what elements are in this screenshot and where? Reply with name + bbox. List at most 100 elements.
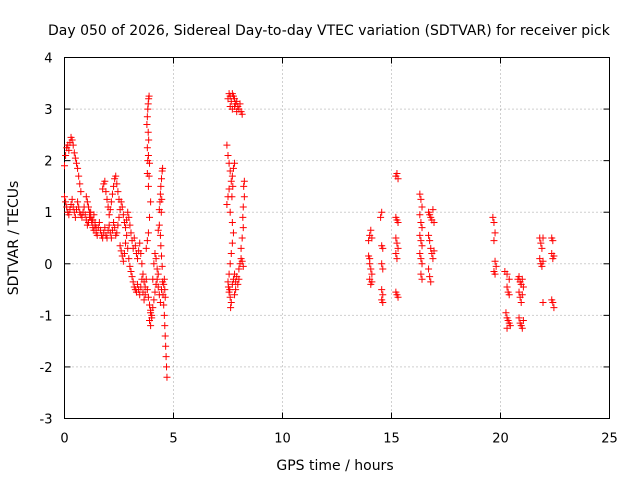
data-point (147, 322, 155, 330)
y-tick-label: 2 (44, 155, 52, 170)
data-point (518, 324, 526, 332)
data-point (239, 224, 247, 232)
data-point (146, 213, 154, 221)
data-point (426, 237, 434, 245)
data-point (368, 278, 376, 286)
data-point (539, 257, 547, 265)
data-point (426, 273, 434, 281)
data-point (392, 234, 400, 242)
data-point (235, 265, 243, 273)
data-point (147, 306, 155, 314)
data-point (153, 265, 161, 273)
data-point (84, 203, 92, 211)
data-point (125, 213, 133, 221)
data-point (226, 286, 234, 294)
data-point (68, 136, 76, 144)
y-tick-label: 3 (44, 103, 52, 118)
data-point (138, 260, 146, 268)
data-point (393, 255, 401, 263)
data-point (159, 164, 167, 172)
data-point (145, 136, 153, 144)
data-point (234, 280, 242, 288)
data-point (150, 296, 158, 304)
data-point (154, 226, 162, 234)
data-point (69, 141, 77, 149)
y-tick-label: 0 (44, 258, 52, 273)
y-tick-labels: -3 -2 -1 0 1 2 3 4 (40, 52, 53, 428)
data-point (227, 249, 235, 257)
x-tick-label: 25 (601, 432, 618, 447)
data-point (126, 262, 134, 270)
data-point (113, 229, 121, 237)
data-point (143, 121, 151, 129)
data-point (417, 195, 425, 203)
data-point (127, 229, 135, 237)
data-point (145, 172, 153, 180)
data-point (95, 219, 103, 227)
data-point (235, 275, 243, 283)
data-point (539, 234, 547, 242)
y-tick-label: 1 (44, 206, 52, 221)
data-point (379, 298, 387, 306)
data-point (62, 151, 70, 159)
plot-frame (64, 57, 610, 419)
data-point (107, 234, 115, 242)
data-point (491, 257, 499, 265)
data-point (134, 255, 142, 263)
data-point (225, 185, 233, 193)
data-point (142, 244, 150, 252)
data-point (115, 213, 123, 221)
data-point (151, 249, 159, 257)
data-point (130, 234, 138, 242)
grid-lines (64, 57, 610, 419)
data-point (154, 270, 162, 278)
y-tick-label: -2 (40, 361, 53, 376)
x-tick-label: 0 (60, 432, 68, 447)
x-tick-label: 15 (383, 432, 400, 447)
x-tick-label: 5 (169, 432, 177, 447)
data-point (492, 262, 500, 270)
data-point (160, 311, 168, 319)
data-point (237, 244, 245, 252)
data-point (228, 219, 236, 227)
data-point (150, 260, 158, 268)
data-point (393, 239, 401, 247)
data-point (394, 219, 402, 227)
data-point (136, 239, 144, 247)
y-tick-label: -3 (40, 413, 53, 428)
data-point (129, 278, 137, 286)
data-point (503, 283, 511, 291)
data-point (161, 286, 169, 294)
data-point (62, 198, 70, 206)
data-point (239, 213, 247, 221)
data-point (240, 177, 248, 185)
data-point (158, 195, 166, 203)
data-point (147, 198, 155, 206)
data-point (418, 260, 426, 268)
data-point (378, 286, 386, 294)
data-point (123, 231, 131, 239)
data-point (416, 249, 424, 257)
data-point (126, 221, 134, 229)
data-point (68, 195, 76, 203)
data-point (105, 221, 113, 229)
data-point (75, 172, 83, 180)
data-point (162, 342, 170, 350)
data-point (394, 293, 402, 301)
data-point (539, 298, 547, 306)
data-point (538, 262, 546, 270)
data-point (106, 206, 114, 214)
data-point (118, 203, 126, 211)
data-point (416, 231, 424, 239)
data-point (236, 100, 244, 108)
data-point (144, 229, 152, 237)
data-point (417, 219, 425, 227)
data-point (124, 208, 132, 216)
data-point (490, 237, 498, 245)
data-point (416, 211, 424, 219)
data-point (70, 149, 78, 157)
data-point (489, 213, 497, 221)
data-point (74, 198, 82, 206)
x-axis-label: GPS time / hours (276, 458, 393, 474)
data-point (233, 108, 241, 116)
